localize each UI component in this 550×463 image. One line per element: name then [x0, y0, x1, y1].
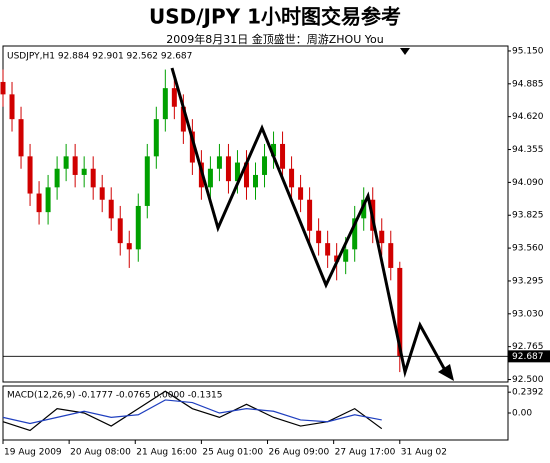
- candle-body: [225, 156, 231, 182]
- x-tick-label: 31 Aug 02: [401, 448, 447, 458]
- last-price-box: [508, 350, 550, 363]
- chart-title: USD/JPY 1小时图交易参考: [149, 5, 401, 29]
- candle-body: [280, 143, 286, 169]
- y-tick-label: 92.500: [512, 375, 544, 385]
- plot-frame: [2, 45, 509, 383]
- candle-body: [298, 187, 304, 200]
- last-price-label: 92.687: [512, 352, 544, 362]
- candle-body: [207, 168, 213, 188]
- x-tick-label: 25 Aug 01:00: [202, 448, 263, 458]
- candle-body: [388, 243, 394, 268]
- candle-body: [334, 255, 340, 262]
- candle-body: [361, 199, 367, 219]
- trend-annotation: [170, 48, 454, 381]
- candle-body: [253, 174, 258, 188]
- candle-body: [18, 119, 24, 157]
- candle-body: [180, 106, 186, 132]
- y-tick-label: 92.765: [512, 342, 544, 352]
- candle-body: [99, 187, 105, 200]
- candle-body: [144, 156, 150, 206]
- candle-body: [397, 267, 403, 356]
- candle-body: [262, 156, 268, 175]
- candle-body: [153, 119, 159, 157]
- candle-body: [36, 193, 42, 213]
- candle-body: [316, 230, 322, 244]
- macd-line: [2, 399, 382, 425]
- y-tick-label: 93.560: [512, 244, 544, 254]
- candle-body: [63, 156, 69, 169]
- candle-body: [45, 187, 51, 213]
- marker: [400, 48, 410, 55]
- candle-body: [289, 168, 295, 188]
- y-tick-label: 0.00: [512, 409, 532, 419]
- y-tick-label: 95.150: [512, 46, 544, 56]
- x-tick-label: 26 Aug 09:00: [269, 448, 330, 458]
- y-tick-label: 94.885: [512, 79, 544, 89]
- candle-body: [216, 156, 222, 169]
- candle-body: [81, 168, 87, 175]
- y-tick-label: 94.620: [512, 112, 544, 122]
- y-tick-label: 93.825: [512, 211, 544, 221]
- chart-subtitle: 2009年8月31日 金顶盛世：周游ZHOU You: [166, 32, 383, 46]
- y-tick-label: 0.2392: [512, 388, 544, 398]
- candle-body: [189, 131, 195, 163]
- x-tick-label: 20 Aug 08:00: [70, 448, 131, 458]
- x-tick-label: 21 Aug 16:00: [136, 448, 197, 458]
- y-tick-label: 94.090: [512, 178, 544, 188]
- candle-body: [117, 218, 123, 244]
- candle-body: [126, 243, 132, 250]
- macd-line: [2, 390, 383, 432]
- symbol-header: USDJPY,H1 92.884 92.901 92.562 92.687: [7, 52, 192, 62]
- y-tick-label: 94.355: [512, 145, 544, 155]
- candle-body: [0, 81, 6, 95]
- candle-body: [171, 88, 177, 107]
- candle-body: [54, 168, 60, 188]
- candle-body: [162, 88, 168, 120]
- candle-body: [72, 156, 78, 175]
- candle-body: [234, 162, 240, 182]
- candle-body: [307, 199, 313, 231]
- candle-body: [343, 249, 349, 262]
- candle-body: [271, 143, 277, 157]
- x-tick-label: 27 Aug 17:00: [335, 448, 396, 458]
- zigzag-line: [170, 67, 448, 378]
- candle-body: [379, 230, 385, 244]
- y-tick-label: 93.030: [512, 309, 544, 319]
- candle-body: [135, 205, 141, 250]
- candle-body: [27, 156, 33, 194]
- y-tick-label: 93.295: [512, 276, 544, 286]
- candle-body: [352, 218, 358, 250]
- candle-body: [325, 243, 331, 256]
- arrow-head: [438, 364, 454, 381]
- macd-header: MACD(12,26,9) -0.1777 -0.0765 0.0000 -0.…: [7, 391, 223, 401]
- candle-body: [90, 168, 96, 188]
- candle-body: [108, 199, 114, 219]
- candle-body: [9, 94, 15, 120]
- x-tick-label: 19 Aug 2009: [4, 448, 62, 458]
- candle-body: [243, 162, 249, 188]
